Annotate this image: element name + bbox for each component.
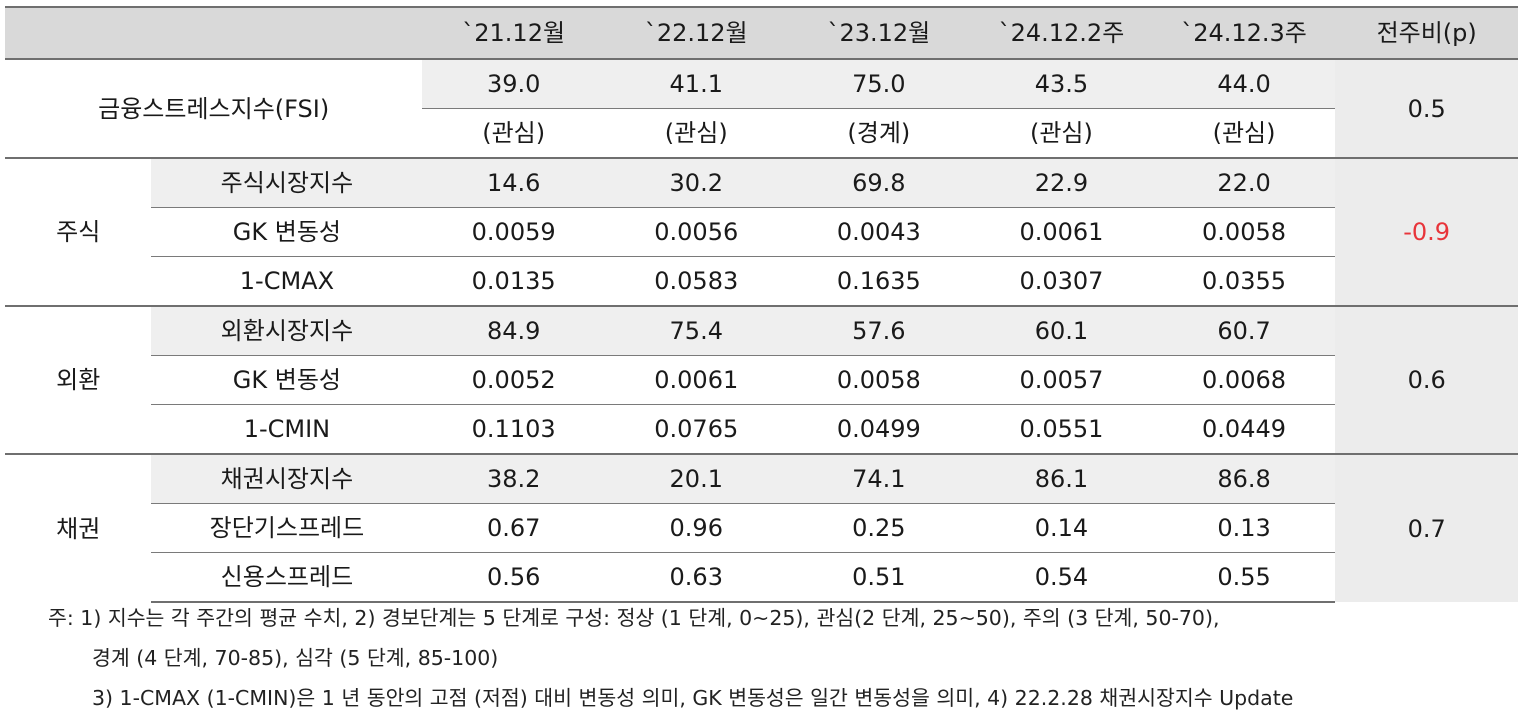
header-period: `23.12월 bbox=[787, 6, 971, 60]
table-cell: 0.25 bbox=[787, 503, 971, 553]
table-cell: 0.63 bbox=[604, 552, 788, 603]
bond-change: 0.7 bbox=[1335, 453, 1518, 602]
row-label: 장단기스프레드 bbox=[151, 503, 423, 553]
row-label: 외환시장지수 bbox=[151, 305, 423, 356]
table-cell: 74.1 bbox=[787, 453, 971, 504]
table-cell: 0.0449 bbox=[1152, 404, 1336, 454]
table-row: 1-CMIN 0.1103 0.0765 0.0499 0.0551 0.044… bbox=[5, 404, 1518, 454]
fsi-level-row: (관심) (관심) (경계) (관심) (관심) bbox=[5, 108, 1518, 158]
table-cell: 30.2 bbox=[604, 157, 788, 208]
table-cell: 84.9 bbox=[422, 305, 605, 356]
footnotes: 주: 1) 지수는 각 주간의 평균 수치, 2) 경보단계는 5 단계로 구성… bbox=[48, 598, 1293, 718]
stock-change: -0.9 bbox=[1335, 157, 1518, 306]
fsi-value: 39.0 bbox=[422, 59, 605, 109]
fsi-level: (경계) bbox=[787, 108, 971, 158]
footnote-line: 주: 1) 지수는 각 주간의 평균 수치, 2) 경보단계는 5 단계로 구성… bbox=[48, 606, 1220, 630]
row-label: 1-CMIN bbox=[151, 404, 423, 454]
table-cell: 0.1103 bbox=[422, 404, 605, 454]
table-cell: 86.1 bbox=[970, 453, 1153, 504]
bond-index-row: 채권 채권시장지수 38.2 20.1 74.1 86.1 86.8 0.7 bbox=[5, 453, 1518, 602]
table-cell: 0.0059 bbox=[422, 207, 605, 257]
header-blank bbox=[5, 6, 423, 60]
table-cell: 0.67 bbox=[422, 503, 605, 553]
table-cell: 0.0499 bbox=[787, 404, 971, 454]
table-cell: 86.8 bbox=[1152, 453, 1336, 504]
row-label: 신용스프레드 bbox=[151, 552, 423, 603]
table-cell: 0.0307 bbox=[970, 256, 1153, 306]
footnote-line: 3) 1-CMAX (1-CMIN)은 1 년 동안의 고점 (저점) 대비 변… bbox=[92, 686, 1294, 710]
table-cell: 0.0052 bbox=[422, 355, 605, 405]
table-cell: 22.0 bbox=[1152, 157, 1336, 208]
row-label: 1-CMAX bbox=[151, 256, 423, 306]
fsi-value-row: 금융스트레스지수(FSI) 39.0 41.1 75.0 43.5 44.0 0… bbox=[5, 59, 1518, 158]
fsi-level: (관심) bbox=[970, 108, 1153, 158]
table-cell: 0.0056 bbox=[604, 207, 788, 257]
fsi-value: 44.0 bbox=[1152, 59, 1336, 109]
fx-change: 0.6 bbox=[1335, 305, 1518, 454]
table-cell: 0.0551 bbox=[970, 404, 1153, 454]
table-cell: 0.96 bbox=[604, 503, 788, 553]
fsi-label: 금융스트레스지수(FSI) bbox=[98, 94, 330, 123]
table-cell: 57.6 bbox=[787, 305, 971, 356]
row-label: GK 변동성 bbox=[151, 207, 423, 257]
fsi-change: 0.5 bbox=[1335, 59, 1518, 158]
header-period: `21.12월 bbox=[422, 6, 605, 60]
fsi-level: (관심) bbox=[604, 108, 788, 158]
fsi-level: (관심) bbox=[422, 108, 605, 158]
row-label: 주식시장지수 bbox=[151, 157, 423, 208]
table-cell: 14.6 bbox=[422, 157, 605, 208]
header-period: `24.12.3주 bbox=[1152, 6, 1336, 60]
table-row: GK 변동성 0.0052 0.0061 0.0058 0.0057 0.006… bbox=[5, 355, 1518, 405]
header-period: `24.12.2주 bbox=[970, 6, 1153, 60]
table-row: 1-CMAX 0.0135 0.0583 0.1635 0.0307 0.035… bbox=[5, 256, 1518, 306]
table-cell: 0.51 bbox=[787, 552, 971, 603]
table-cell: 0.0061 bbox=[970, 207, 1153, 257]
table-cell: 60.1 bbox=[970, 305, 1153, 356]
table-row: 신용스프레드 0.56 0.63 0.51 0.54 0.55 bbox=[5, 552, 1518, 603]
stock-index-row: 주식 주식시장지수 14.6 30.2 69.8 22.9 22.0 -0.9 bbox=[5, 157, 1518, 306]
table-cell: 0.0135 bbox=[422, 256, 605, 306]
table-row: 장단기스프레드 0.67 0.96 0.25 0.14 0.13 bbox=[5, 503, 1518, 553]
table-cell: 0.0355 bbox=[1152, 256, 1336, 306]
table-cell: 0.56 bbox=[422, 552, 605, 603]
table-cell: 0.0057 bbox=[970, 355, 1153, 405]
fx-index-row: 외환 외환시장지수 84.9 75.4 57.6 60.1 60.7 0.6 bbox=[5, 305, 1518, 454]
table-cell: 0.0765 bbox=[604, 404, 788, 454]
group-label-stock: 주식 bbox=[5, 157, 152, 306]
table-cell: 69.8 bbox=[787, 157, 971, 208]
table-cell: 0.0068 bbox=[1152, 355, 1336, 405]
fsi-level: (관심) bbox=[1152, 108, 1336, 158]
table-cell: 0.0043 bbox=[787, 207, 971, 257]
table-cell: 20.1 bbox=[604, 453, 788, 504]
header-row: `21.12월 `22.12월 `23.12월 `24.12.2주 `24.12… bbox=[5, 6, 1518, 60]
fsi-table: `21.12월 `22.12월 `23.12월 `24.12.2주 `24.12… bbox=[5, 6, 1518, 603]
table-row: GK 변동성 0.0059 0.0056 0.0043 0.0061 0.005… bbox=[5, 207, 1518, 257]
table-cell: 0.55 bbox=[1152, 552, 1336, 603]
table-cell: 60.7 bbox=[1152, 305, 1336, 356]
table-cell: 0.13 bbox=[1152, 503, 1336, 553]
table-cell: 0.0583 bbox=[604, 256, 788, 306]
table-cell: 75.4 bbox=[604, 305, 788, 356]
footnote-line: 경계 (4 단계, 70-85), 심각 (5 단계, 85-100) bbox=[92, 646, 499, 670]
group-label-fx: 외환 bbox=[5, 305, 152, 454]
table-cell: 0.54 bbox=[970, 552, 1153, 603]
row-label: GK 변동성 bbox=[151, 355, 423, 405]
fsi-value: 41.1 bbox=[604, 59, 788, 109]
table-cell: 0.0058 bbox=[787, 355, 971, 405]
table-cell: 22.9 bbox=[970, 157, 1153, 208]
table-cell: 0.0061 bbox=[604, 355, 788, 405]
table-cell: 38.2 bbox=[422, 453, 605, 504]
row-label: 채권시장지수 bbox=[151, 453, 423, 504]
fsi-value: 43.5 bbox=[970, 59, 1153, 109]
fsi-value: 75.0 bbox=[787, 59, 971, 109]
header-period: `22.12월 bbox=[604, 6, 788, 60]
group-label-bond: 채권 bbox=[5, 453, 152, 602]
table-cell: 0.1635 bbox=[787, 256, 971, 306]
header-change: 전주비(p) bbox=[1335, 6, 1518, 60]
table-cell: 0.0058 bbox=[1152, 207, 1336, 257]
table-cell: 0.14 bbox=[970, 503, 1153, 553]
